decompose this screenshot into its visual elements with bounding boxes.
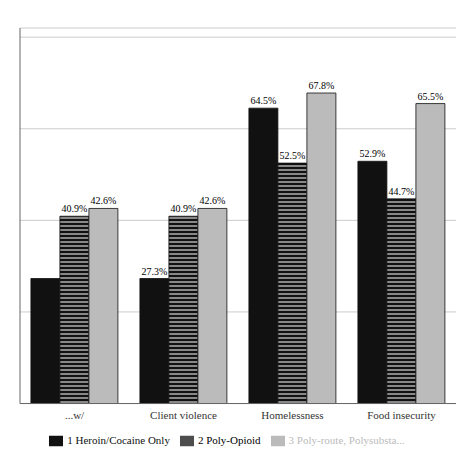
svg-text:52.9%: 52.9% [359, 148, 385, 159]
svg-text:42.6%: 42.6% [199, 195, 225, 206]
svg-text:65.5%: 65.5% [417, 91, 443, 102]
svg-text:67.8%: 67.8% [308, 80, 334, 91]
html-text:1 Heroin/Cocaine Only: 1 Heroin/Cocaine Only [67, 433, 170, 446]
svg-text:40.9%: 40.9% [170, 203, 196, 214]
svg-text:Food insecurity: Food insecurity [367, 409, 436, 421]
svg-text:27.3%: 27.3% [141, 266, 167, 277]
html-text:3 Poly-route, Polysubsta...: 3 Poly-route, Polysubsta... [288, 433, 405, 446]
svg-text:Client violence: Client violence [150, 409, 217, 421]
svg-text:...w/: ...w/ [65, 409, 85, 421]
svg-text:Homelessness: Homelessness [261, 409, 323, 421]
svg-text:42.6%: 42.6% [90, 195, 116, 206]
html-text:2 Poly-Opioid: 2 Poly-Opioid [197, 433, 261, 446]
svg-text:44.7%: 44.7% [388, 186, 414, 197]
svg-text:52.5%: 52.5% [279, 150, 305, 161]
svg-text:64.5%: 64.5% [250, 95, 276, 106]
svg-text:40.9%: 40.9% [61, 203, 87, 214]
